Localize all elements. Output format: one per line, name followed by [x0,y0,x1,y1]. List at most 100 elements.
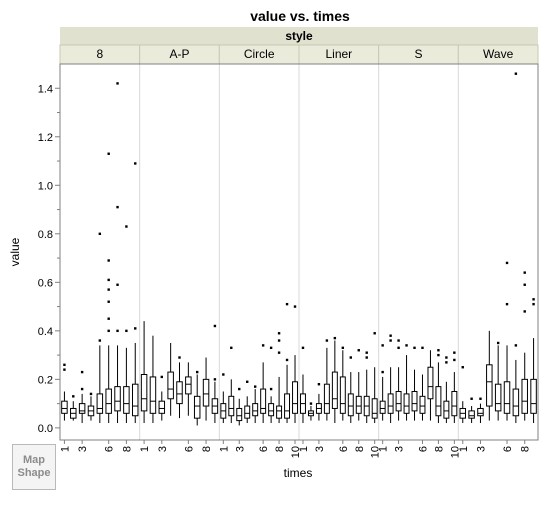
box-iqr [260,388,267,414]
panel-header-label: S [414,47,422,61]
box-iqr [530,378,537,414]
box-A-P-8 [202,357,210,421]
x-tick-label: 3 [157,446,169,452]
box-Wave-9 [530,298,537,424]
x-tick-label: 8 [354,446,366,452]
box-iqr [503,381,511,414]
y-axis-label: value [8,237,22,266]
box-Liner-5 [331,336,338,424]
outlier-point [178,356,181,359]
map-shape-button[interactable]: Map Shape [12,444,56,490]
box-iqr [427,366,434,400]
outlier-point [213,378,217,381]
outlier-point [285,302,289,306]
outlier-point [532,298,535,301]
outlier-point [301,346,305,350]
box-S-1 [379,344,386,421]
outlier-point [333,336,337,340]
box-Circle-4 [244,380,251,424]
outlier-point [134,327,137,330]
box-Wave-2 [468,397,475,424]
outlier-point [365,356,368,359]
box-S-5 [411,346,418,421]
outlier-point [523,283,526,286]
outlier-point [269,387,273,391]
outlier-point [437,353,440,357]
outlier-point [349,356,352,359]
x-tick-label: 1 [59,446,71,452]
box-A-P-5 [176,356,183,419]
outlier-point [413,346,416,350]
outlier-point [160,375,163,379]
outlier-point [532,302,535,306]
box-iqr [123,386,130,414]
box-S-10 [451,351,458,424]
outlier-point [107,329,110,333]
x-axis-label: times [284,466,313,480]
box-S-2 [387,334,394,424]
x-tick-label: 6 [338,446,350,452]
y-tick-label: 0.4 [38,326,53,338]
box-iqr [323,383,330,414]
box-iqr [202,378,210,407]
box-iqr [512,388,520,417]
outlier-point [196,370,199,374]
box-iqr [494,383,502,412]
x-tick-label: 1 [298,446,310,452]
outlier-point [397,346,400,350]
x-tick-label: 8 [274,446,286,452]
box-Wave-5 [494,341,502,421]
outlier-point [125,329,128,333]
box-8-4 [87,392,95,421]
box-Wave-7 [512,72,520,424]
box-iqr [395,390,402,412]
box-iqr [486,364,493,407]
box-iqr [158,400,166,414]
outlier-point [277,351,281,354]
y-tick-label: 0.0 [38,423,53,435]
outlier-point [89,392,93,396]
box-Circle-3 [236,387,243,426]
outlier-point [107,152,110,155]
box-Circle-7 [268,346,275,424]
x-tick-label: 6 [502,446,514,452]
x-tick-label: 8 [121,446,133,452]
box-A-P-3 [158,375,166,421]
group-header: style [285,29,313,43]
outlier-point [421,346,424,350]
outlier-point [253,385,257,388]
box-iqr [403,393,410,414]
box-Wave-3 [477,397,484,424]
outlier-point [107,317,110,320]
box-Liner-8 [355,349,362,421]
outlier-point [116,82,119,85]
box-iqr [443,400,450,419]
box-iqr [96,393,104,414]
outlier-point [261,344,265,347]
box-Liner-2 [307,402,314,421]
outlier-point [116,283,119,286]
box-Circle-2 [228,346,235,424]
outlier-point [453,351,456,354]
box-Circle-9 [284,302,291,424]
outlier-point [230,346,233,350]
box-iqr [371,398,378,419]
outlier-point [63,368,66,371]
outlier-point [523,271,526,274]
outlier-point [373,332,376,335]
outlier-point [116,329,119,333]
box-iqr [105,388,112,414]
box-iqr [331,371,338,409]
outlier-point [80,370,84,374]
box-Wave-1 [459,366,467,424]
outlier-point [514,344,518,347]
outlier-point [381,370,384,374]
y-tick-label: 1.0 [38,180,53,192]
outlier-point [514,72,518,75]
box-A-P-6 [185,362,192,416]
outlier-point [505,302,509,306]
x-tick-label: 10 [370,446,382,458]
box-iqr [193,395,201,419]
x-tick-label: 6 [104,446,116,452]
x-tick-label: 8 [433,446,445,452]
